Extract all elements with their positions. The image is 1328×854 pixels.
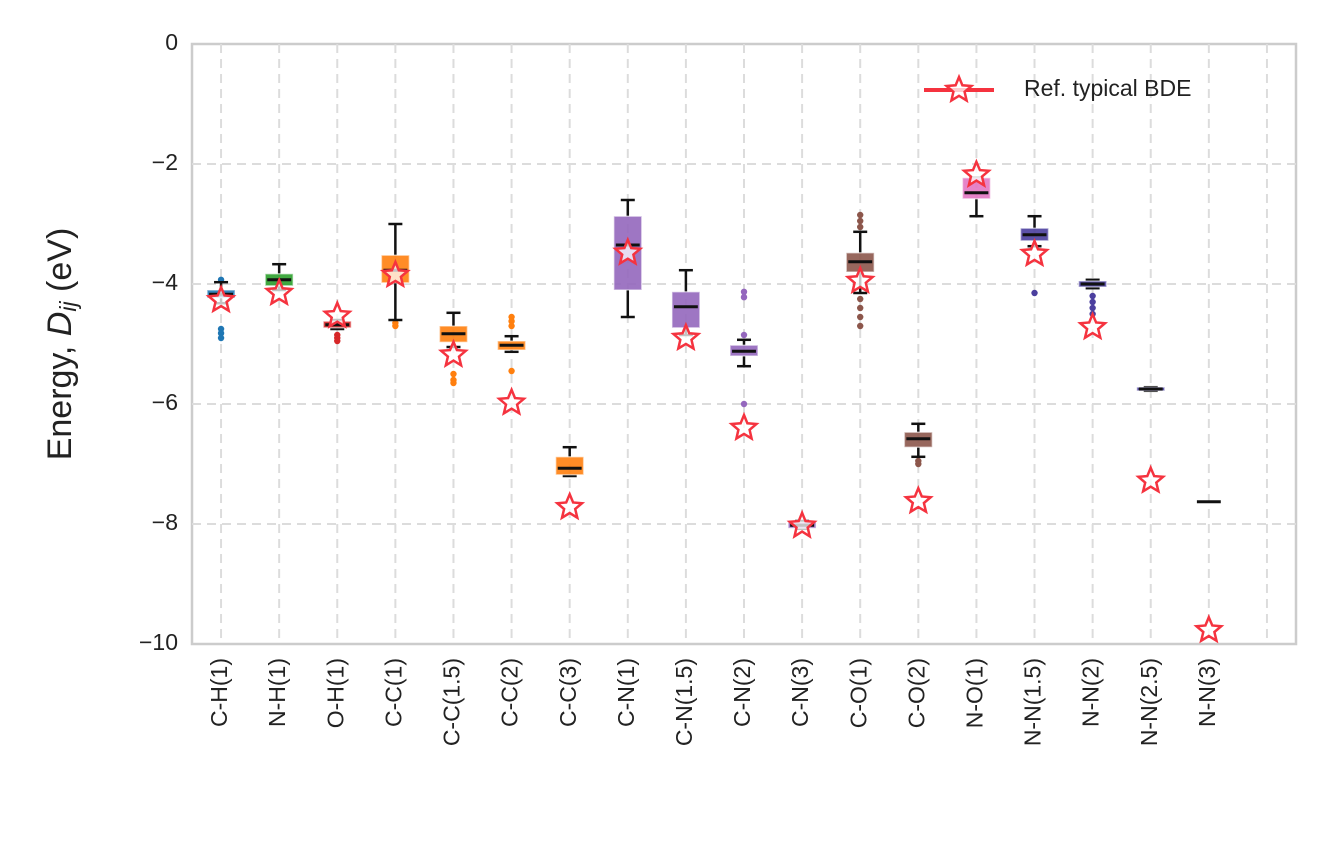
- reference-star: [1135, 464, 1167, 494]
- outlier: [508, 367, 515, 375]
- y-tick-label: −6: [152, 389, 178, 415]
- x-tick-label: C-N(1.5): [671, 658, 697, 746]
- reference-star: [321, 299, 353, 329]
- x-tick-label: O-H(1): [322, 658, 348, 728]
- x-tick-label: C-O(1): [845, 658, 871, 728]
- reference-star: [554, 490, 586, 521]
- x-tick-label: C-O(2): [903, 658, 929, 728]
- reference-star: [902, 484, 934, 515]
- reference-star: [612, 236, 644, 266]
- outlier: [334, 337, 341, 345]
- outlier: [857, 322, 864, 330]
- outlier: [508, 318, 515, 325]
- x-tick-label: N-H(1): [264, 658, 290, 727]
- reference-star: [1019, 237, 1051, 268]
- outlier: [740, 294, 748, 301]
- legend-label: Ref. typical BDE: [1024, 75, 1191, 101]
- reference-star: [844, 264, 876, 295]
- outlier: [857, 295, 864, 303]
- x-tick-label: C-C(1.5): [439, 658, 465, 746]
- outlier: [1089, 292, 1096, 300]
- x-tick-label: C-N(1): [613, 658, 639, 727]
- reference-star: [670, 321, 702, 352]
- outlier: [392, 322, 399, 330]
- y-tick-label: −8: [152, 509, 178, 535]
- outlier: [857, 223, 864, 231]
- box: [554, 456, 585, 476]
- reference-star: [960, 158, 992, 188]
- outlier: [1089, 298, 1096, 306]
- outlier: [450, 379, 457, 387]
- reference-star: [728, 411, 760, 442]
- y-axis-label: Energy, Dij (eV): [41, 228, 81, 461]
- outlier: [508, 322, 515, 330]
- reference-star: [786, 509, 818, 539]
- reference-star: [1077, 310, 1109, 341]
- outlier: [1089, 304, 1096, 312]
- y-tick-label: 0: [165, 29, 178, 55]
- y-label-unit: (eV): [41, 228, 79, 302]
- y-label-symbol: D: [41, 312, 79, 337]
- reference-star: [263, 276, 295, 307]
- outlier: [857, 304, 864, 312]
- reference-star: [496, 386, 528, 416]
- y-tick-label: −10: [139, 629, 178, 655]
- x-tick-label: C-H(1): [206, 658, 232, 727]
- outlier: [740, 400, 748, 408]
- reference-star: [205, 283, 237, 314]
- reference-star: [437, 338, 469, 368]
- outlier: [857, 313, 864, 321]
- x-tick-label: N-N(3): [1194, 658, 1220, 727]
- outlier: [450, 370, 457, 378]
- outlier: [217, 330, 225, 337]
- outlier: [915, 460, 922, 468]
- outlier: [1031, 289, 1038, 297]
- x-tick-label: C-C(2): [497, 658, 523, 727]
- y-tick-label: −4: [152, 269, 178, 295]
- x-tick-label: C-N(2): [729, 658, 755, 727]
- legend-star: [943, 73, 975, 104]
- x-tick-label: C-N(3): [787, 658, 813, 727]
- x-tick-label: C-C(3): [555, 658, 581, 727]
- outlier: [740, 331, 748, 339]
- x-tick-label: N-N(2.5): [1136, 658, 1162, 746]
- outlier: [740, 288, 748, 295]
- outlier: [857, 211, 864, 219]
- x-tick-label: N-N(1.5): [1020, 658, 1046, 746]
- x-tick-label: N-O(1): [961, 658, 987, 728]
- x-tick-label: C-C(1): [380, 658, 406, 727]
- box: [613, 215, 643, 291]
- y-tick-label: −2: [152, 149, 178, 175]
- outlier: [217, 334, 225, 342]
- reference-star: [1193, 613, 1225, 644]
- y-label-text: Energy,: [41, 336, 79, 460]
- outlier: [857, 217, 864, 225]
- y-label-subscript: ij: [55, 301, 81, 312]
- x-tick-label: N-N(2): [1078, 658, 1104, 727]
- reference-star: [379, 258, 411, 289]
